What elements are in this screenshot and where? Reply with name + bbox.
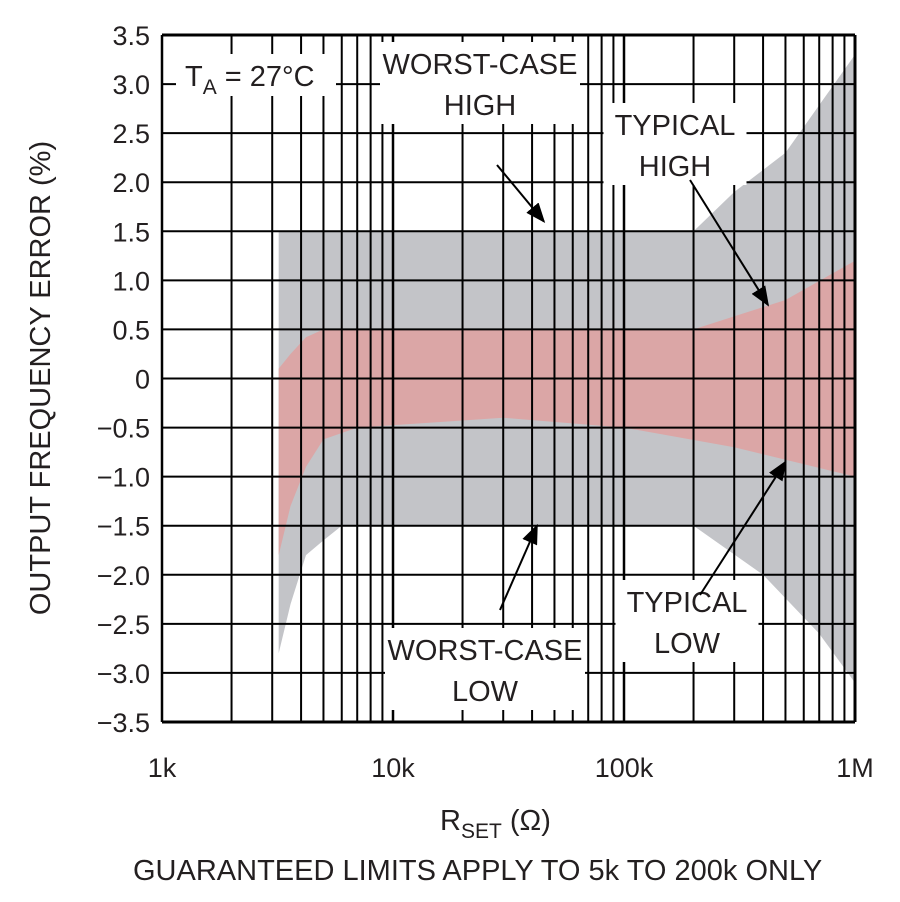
annotation-bg	[380, 42, 580, 124]
x-tick-label: 100k	[595, 753, 654, 783]
annotation-arrow	[689, 179, 770, 307]
x-tick-label: 10k	[371, 753, 415, 783]
y-tick-label: 2.0	[112, 168, 150, 198]
y-tick-label: 3.0	[112, 70, 150, 100]
annotation-bg	[603, 103, 747, 185]
y-tick-label: −3.0	[97, 659, 150, 689]
annotation-label: WORST-CASE	[383, 49, 578, 81]
annotation-bg	[615, 580, 759, 662]
y-axis-label: OUTPUT FREQUENCY ERROR (%)	[25, 141, 57, 615]
footnote: GUARANTEED LIMITS APPLY TO 5k TO 200k ON…	[133, 855, 822, 887]
condition-label: TA = 27°C	[185, 61, 315, 99]
y-tick-label: −0.5	[97, 414, 150, 444]
annotation-arrow	[499, 523, 538, 611]
x-tick-label: 1k	[148, 753, 177, 783]
y-tick-label: 1.5	[112, 217, 150, 247]
x-axis-label: RSET (Ω)	[440, 805, 551, 843]
band-typical	[278, 260, 855, 556]
annotation-arrow	[699, 460, 787, 596]
annotation-label: LOW	[452, 676, 519, 708]
y-tick-label: −1.0	[97, 463, 150, 493]
y-tick-label: 2.5	[112, 119, 150, 149]
y-tick-label: 1.0	[112, 266, 150, 296]
annotation-bg	[385, 628, 585, 710]
annotation-label: HIGH	[639, 151, 712, 183]
bands	[278, 54, 855, 683]
y-tick-label: −2.0	[97, 561, 150, 591]
annotation-label: HIGH	[444, 90, 517, 122]
annotation-arrow	[496, 164, 546, 224]
x-tick-label: 1M	[836, 753, 874, 783]
y-tick-label: −3.5	[97, 708, 150, 738]
grid	[160, 33, 857, 724]
y-tick-label: 3.5	[112, 21, 150, 51]
annotations: WORST-CASE HIGH TYPICAL HIGH WORST-CASE LOW TY…	[380, 42, 787, 710]
tick-labels: 3.5 3.0 2.5 2.0 1.5 1.0 0.5 0 −0.5 −1.0 −1.5 −2.0 −2…	[97, 21, 874, 783]
annotation-label: LOW	[654, 628, 721, 660]
annotation-label: TYPICAL	[627, 587, 748, 619]
y-tick-label: −1.5	[97, 512, 150, 542]
annotation-label: WORST-CASE	[388, 635, 583, 667]
y-tick-label: −2.5	[97, 610, 150, 640]
y-tick-label: 0.5	[112, 315, 150, 345]
y-tick-label: 0	[135, 365, 150, 395]
annotation-label: TYPICAL	[615, 110, 736, 142]
